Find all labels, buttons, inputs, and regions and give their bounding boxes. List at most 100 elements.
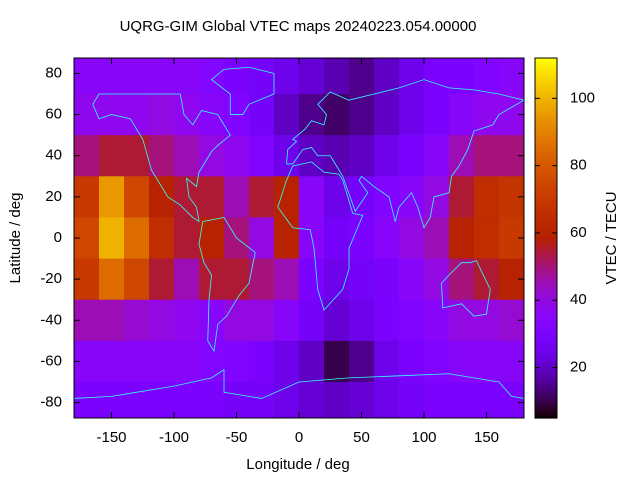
- colorbar-swatch: [535, 193, 557, 197]
- heatmap-cell: [149, 135, 175, 177]
- heatmap-cell: [399, 94, 425, 136]
- colorbar-swatch: [535, 253, 557, 257]
- colorbar-swatch: [535, 181, 557, 185]
- colorbar-swatch: [535, 274, 557, 278]
- heatmap-cell: [249, 58, 275, 95]
- heatmap-cell: [124, 176, 150, 218]
- heatmap-cell: [449, 382, 475, 418]
- colorbar-swatch: [535, 391, 557, 395]
- colorbar-swatch: [535, 190, 557, 194]
- colorbar-swatch: [535, 211, 557, 215]
- y-tick-label: -60: [40, 352, 62, 369]
- y-tick-label: -80: [40, 394, 62, 411]
- heatmap-cell: [249, 94, 275, 136]
- colorbar-swatch: [535, 289, 557, 293]
- heatmap-cell: [449, 176, 475, 218]
- colorbar-swatch: [535, 100, 557, 104]
- colorbar-tick-label: 60: [570, 224, 587, 241]
- heatmap-cell: [249, 299, 275, 342]
- colorbar-swatch: [535, 205, 557, 209]
- colorbar-swatch: [535, 283, 557, 287]
- colorbar-swatch: [535, 160, 557, 164]
- colorbar-swatch: [535, 337, 557, 341]
- heatmap-cell: [349, 340, 375, 383]
- heatmap-cell: [274, 258, 300, 301]
- heatmap-cell: [424, 58, 450, 95]
- heatmap-cell: [174, 217, 200, 260]
- heatmap-cell: [99, 299, 125, 342]
- heatmap-cell: [324, 299, 350, 342]
- heatmap-cell: [99, 58, 125, 95]
- colorbar-swatch: [535, 277, 557, 281]
- heatmap-cell: [349, 258, 375, 301]
- heatmap-cell: [249, 135, 275, 177]
- heatmap-cell: [374, 176, 400, 218]
- heatmap-cell: [174, 340, 200, 383]
- x-tick-label: 150: [474, 429, 499, 446]
- colorbar-swatch: [535, 379, 557, 383]
- colorbar-swatch: [535, 97, 557, 101]
- colorbar-swatch: [535, 214, 557, 218]
- colorbar-swatch: [535, 175, 557, 179]
- colorbar-swatch: [535, 265, 557, 269]
- heatmap-cell: [149, 299, 175, 342]
- coastlines: [74, 67, 524, 398]
- colorbar-swatch: [535, 106, 557, 110]
- heatmap-cell: [399, 135, 425, 177]
- colorbar-swatch: [535, 238, 557, 242]
- colorbar-swatch: [535, 370, 557, 374]
- heatmap-cell: [399, 299, 425, 342]
- colorbar-swatch: [535, 208, 557, 212]
- heatmap-cell: [349, 94, 375, 136]
- coastline: [278, 162, 363, 310]
- colorbar-swatch: [535, 64, 557, 68]
- heatmap-cell: [249, 340, 275, 383]
- heatmap-cell: [324, 258, 350, 301]
- colorbar-swatch: [535, 151, 557, 155]
- colorbar-swatch: [535, 232, 557, 236]
- colorbar-swatch: [535, 178, 557, 182]
- y-tick-label: -20: [40, 270, 62, 287]
- heatmap-cell: [349, 176, 375, 218]
- colorbar-swatch: [535, 406, 557, 410]
- colorbar-swatch: [535, 292, 557, 296]
- heatmap-cell: [99, 135, 125, 177]
- heatmap-cell: [424, 340, 450, 383]
- colorbar-swatch: [535, 271, 557, 275]
- heatmap-cell: [474, 135, 500, 177]
- colorbar-tick-label: 100: [570, 89, 595, 106]
- colorbar-swatch: [535, 148, 557, 152]
- colorbar-swatch: [535, 268, 557, 272]
- colorbar-swatch: [535, 334, 557, 338]
- heatmap-cell: [224, 58, 250, 95]
- heatmap-cell: [299, 176, 325, 218]
- heatmap-cell: [424, 217, 450, 260]
- heatmap-cell: [274, 217, 300, 260]
- colorbar-swatch: [535, 397, 557, 401]
- heatmap-cell: [399, 382, 425, 418]
- colorbar-swatch: [535, 91, 557, 95]
- heatmap-cell: [374, 135, 400, 177]
- heatmap-cell: [324, 176, 350, 218]
- heatmap-cell: [249, 217, 275, 260]
- colorbar-swatch: [535, 130, 557, 134]
- heatmap-cell: [424, 258, 450, 301]
- heatmap-cell: [199, 217, 225, 260]
- colorbar-swatch: [535, 187, 557, 191]
- colorbar-swatch: [535, 109, 557, 113]
- heatmap-cell: [199, 299, 225, 342]
- colorbar-swatch: [535, 67, 557, 71]
- heatmap-cell: [424, 176, 450, 218]
- heatmap-cell: [324, 58, 350, 95]
- heatmap-cell: [149, 217, 175, 260]
- colorbar-swatch: [535, 61, 557, 65]
- x-tick-label: -50: [226, 429, 248, 446]
- coastline: [199, 217, 255, 351]
- colorbar-swatch: [535, 349, 557, 353]
- heatmap-cell: [324, 340, 350, 383]
- heatmap-cell: [324, 382, 350, 418]
- colorbar-swatch: [535, 154, 557, 158]
- colorbar-swatch: [535, 361, 557, 365]
- colorbar-tick-label: 80: [570, 157, 587, 174]
